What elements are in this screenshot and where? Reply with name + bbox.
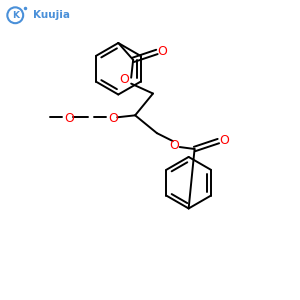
Text: K: K	[12, 11, 19, 20]
Text: O: O	[169, 139, 179, 152]
Text: O: O	[157, 45, 167, 58]
Text: O: O	[219, 134, 229, 147]
Text: O: O	[64, 112, 74, 125]
Text: Kuujia: Kuujia	[33, 10, 70, 20]
Text: O: O	[108, 112, 118, 125]
Text: O: O	[119, 73, 129, 86]
